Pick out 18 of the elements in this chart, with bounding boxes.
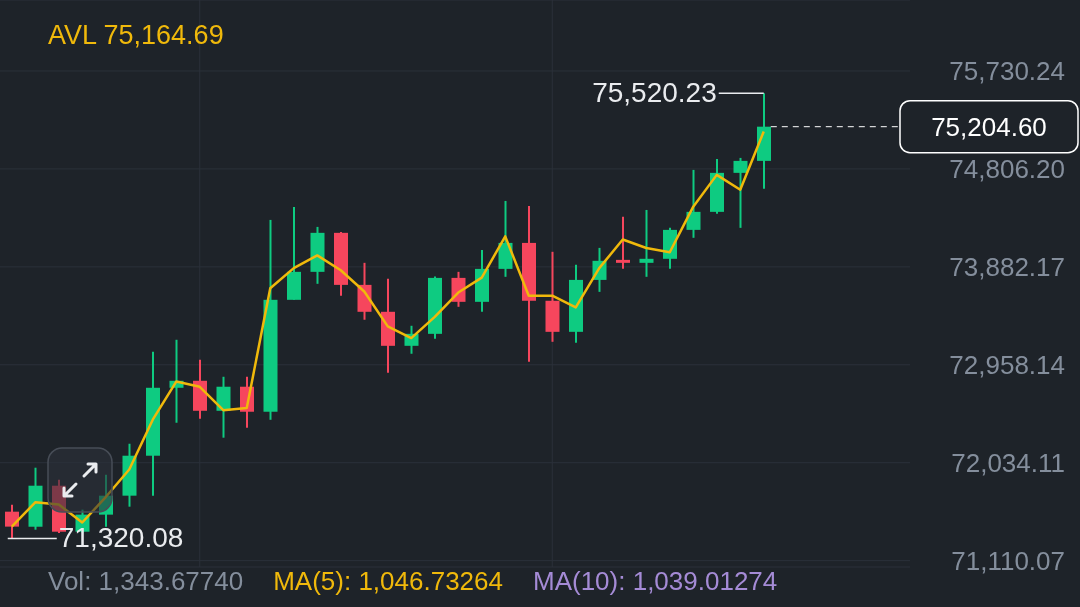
ref-line-label: 75,204.60 — [931, 111, 1047, 142]
candlestick — [686, 168, 701, 239]
annotation: MA(5): 1,046.73264 — [273, 566, 503, 597]
candlestick — [616, 215, 630, 270]
annotation: Vol: 1,343.67740 — [48, 566, 244, 597]
y-tick-label: 71,110.07 — [951, 545, 1065, 576]
annotation: AVL 75,164.69 — [48, 20, 224, 51]
candlestick — [639, 208, 654, 278]
y-tick-label: 72,034.11 — [951, 447, 1065, 478]
annotation: 71,320.08 — [58, 522, 184, 554]
candlestick — [99, 473, 113, 528]
annotation: MA(10): 1,039.01274 — [533, 566, 778, 597]
candlestick — [733, 156, 748, 229]
y-tick-label: 73,882.17 — [949, 251, 1065, 282]
annotation: 75,520.23 — [592, 77, 717, 109]
y-tick-label: 74,806.20 — [949, 153, 1065, 184]
y-tick-label: 72,958.14 — [949, 349, 1065, 380]
y-tick-label: 75,730.24 — [949, 55, 1065, 86]
